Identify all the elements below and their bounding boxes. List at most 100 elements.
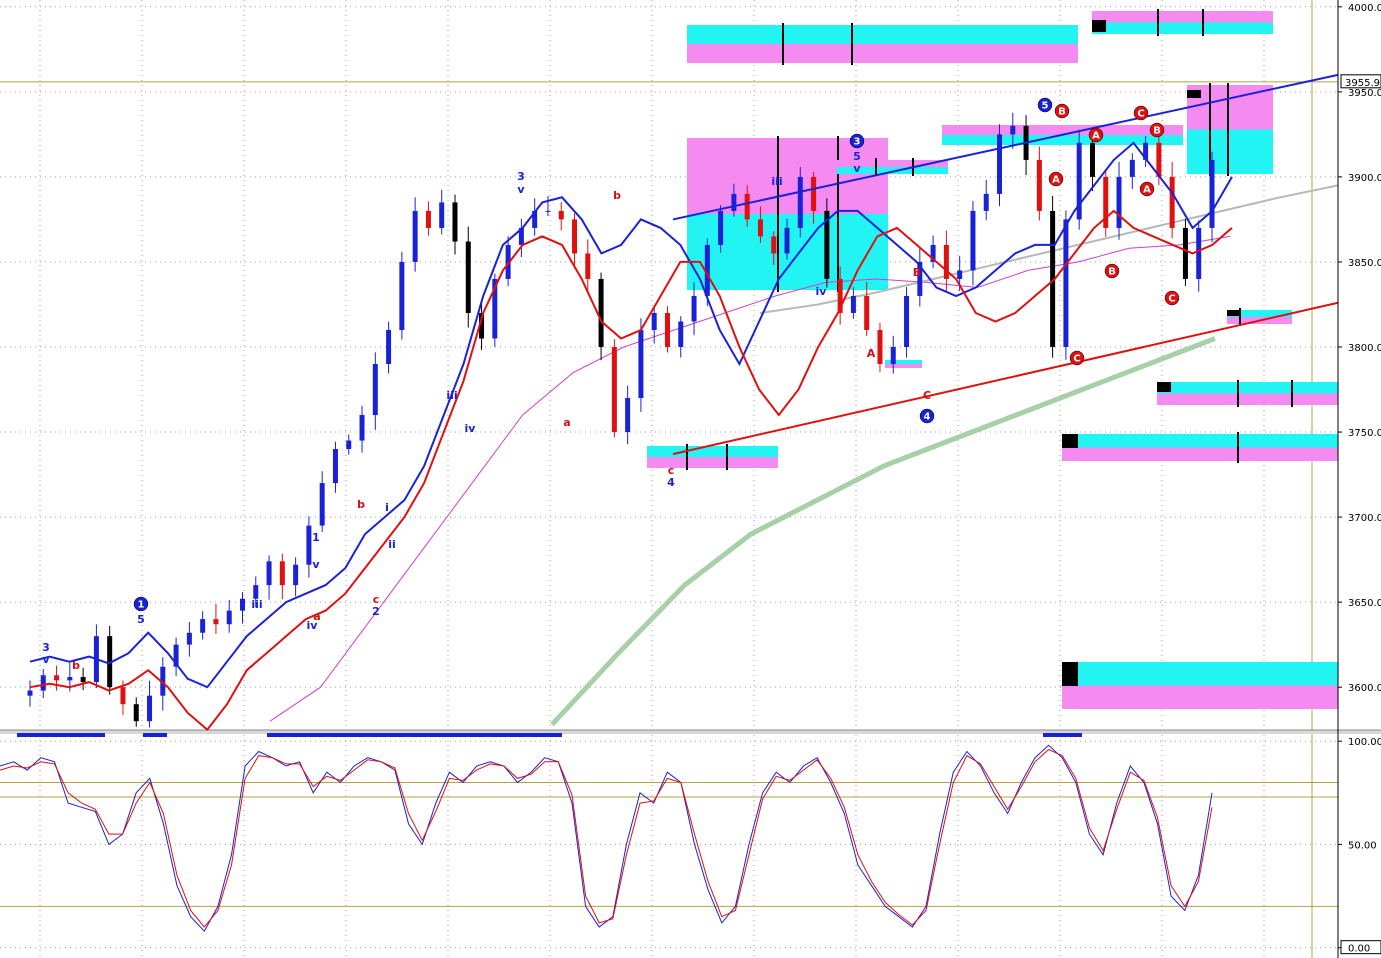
wave-label: 3	[517, 170, 525, 183]
candle-body	[811, 176, 817, 211]
candle-body	[877, 329, 883, 364]
candle-body	[1182, 227, 1188, 279]
target-zone-cyan	[1092, 22, 1273, 34]
wave-label-circle	[849, 133, 865, 149]
candle-body	[651, 312, 657, 330]
wave-label: iv	[307, 619, 319, 632]
wave-label-circle	[1069, 350, 1085, 366]
candle-body	[425, 210, 431, 228]
candle-body	[904, 295, 910, 347]
wave-label: C	[923, 389, 931, 402]
candle-body	[479, 312, 485, 339]
candle-body	[173, 644, 179, 667]
wave-label: iv	[465, 422, 477, 435]
axis-tick-label: 0.00	[1348, 944, 1370, 955]
candle-body	[1076, 142, 1082, 220]
zone-marker	[1157, 382, 1171, 392]
axis-tick-label: 3650.00	[1348, 598, 1381, 609]
target-zone-pink	[687, 44, 1078, 63]
candle-body	[890, 346, 896, 364]
axis-tick-label: 4000.00	[1348, 3, 1381, 14]
wave-label-circle	[1133, 105, 1149, 121]
candle-body	[625, 398, 631, 433]
candle-body	[253, 585, 259, 599]
candle-body	[147, 695, 153, 722]
candle-body	[757, 219, 763, 237]
candle-body	[1156, 142, 1162, 177]
candle-body	[505, 244, 511, 279]
panel-separator	[0, 730, 1381, 734]
zone-marker	[1092, 20, 1106, 32]
wave-label: A	[1052, 175, 1060, 186]
candle-body	[731, 193, 737, 211]
wave-label: b	[357, 498, 365, 511]
wave-label: A	[1143, 185, 1151, 196]
candle-body	[1196, 227, 1202, 279]
candle-body	[691, 295, 697, 322]
axis-tick-label: 50.00	[1348, 840, 1377, 851]
candle-body	[585, 253, 591, 279]
target-zone-cyan	[1062, 434, 1338, 448]
candle-body	[279, 561, 285, 586]
wave-label: 3	[42, 641, 50, 654]
wave-label: 1	[312, 531, 320, 544]
candle-body	[558, 210, 564, 220]
candle-body	[120, 687, 126, 705]
candle-body	[412, 210, 418, 262]
wave-label: A	[867, 347, 876, 360]
last-price-box	[1340, 74, 1381, 89]
candle-body	[160, 666, 166, 696]
oscillator-panel	[0, 744, 1338, 933]
target-zone-pink	[1062, 685, 1338, 709]
target-zone-cyan	[885, 360, 922, 364]
candle-body	[572, 219, 578, 254]
band-lower-line	[29, 209, 1233, 732]
wave-label: iii	[251, 598, 262, 611]
candle-body	[1169, 176, 1175, 228]
target-zone-cyan	[1187, 129, 1273, 174]
target-zones	[647, 9, 1338, 709]
wave-label-circle	[1104, 263, 1120, 279]
candle-body	[332, 449, 338, 484]
candle-body	[930, 244, 936, 262]
last-price-label: 3955.9	[1345, 78, 1380, 89]
wave-label: a	[313, 610, 320, 623]
ma-gray-line	[759, 184, 1339, 314]
candle-body	[824, 210, 830, 279]
wave-label-circle	[1048, 171, 1064, 187]
wave-label-circle	[1088, 127, 1104, 143]
wave-label: b	[613, 189, 621, 202]
axis-tick-label: 100.00	[1348, 737, 1381, 748]
candle-body	[372, 364, 378, 416]
candle-body	[1103, 176, 1109, 228]
wave-label: 4	[667, 476, 675, 489]
wave-label-circle	[1164, 290, 1180, 306]
candle-body	[997, 134, 1003, 194]
candle-body	[837, 278, 843, 313]
candle-body	[306, 525, 312, 565]
candle-body	[1209, 159, 1215, 228]
osc-last-box	[1340, 940, 1381, 955]
candle-body	[917, 261, 923, 296]
candle-body	[399, 261, 405, 330]
moving-averages	[269, 184, 1339, 727]
candle-body	[359, 415, 365, 441]
candle-body	[1089, 142, 1095, 177]
wave-label-circle	[919, 408, 935, 424]
band-upper-line	[29, 141, 1233, 689]
target-zone-cyan	[942, 135, 1183, 145]
zone-marker	[1062, 662, 1078, 686]
axis-tick-label: 3950.00	[1348, 88, 1381, 99]
candle-body	[1036, 159, 1042, 211]
wave-label: iii	[771, 175, 782, 188]
candle-body	[664, 312, 670, 347]
candle-body	[27, 690, 33, 696]
candle-body	[1063, 219, 1069, 347]
wave-label-circle	[1037, 97, 1053, 113]
axis-tick-label: 3850.00	[1348, 258, 1381, 269]
candle-body	[518, 227, 524, 245]
wave-label: i	[385, 501, 389, 514]
target-zone	[837, 160, 948, 167]
